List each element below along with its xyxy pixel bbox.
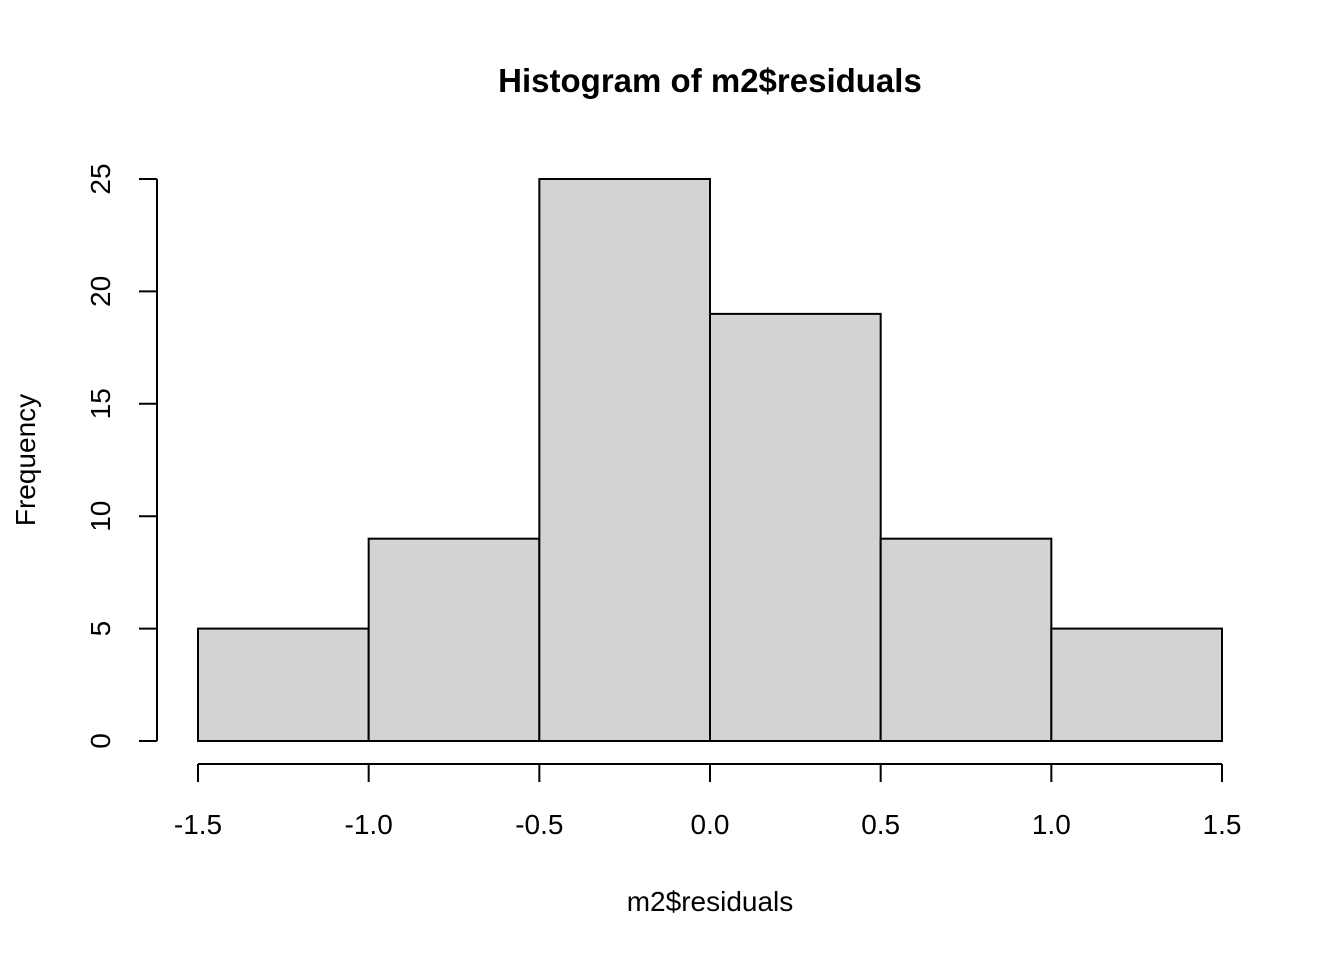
- y-tick-label-4: 20: [85, 276, 116, 307]
- x-axis-title: m2$residuals: [627, 886, 794, 917]
- x-tick-label-3: 0.0: [691, 809, 730, 840]
- histogram-bar-0: [197, 627, 370, 742]
- y-tick-label-0: 0: [85, 733, 116, 749]
- y-tick-label-3: 15: [85, 388, 116, 419]
- y-tick-label-1: 5: [85, 621, 116, 637]
- histogram-bar-5: [1050, 627, 1224, 742]
- x-tick-label-6: 1.5: [1203, 809, 1242, 840]
- histogram-bar-1: [367, 537, 541, 742]
- x-tick-label-2: -0.5: [515, 809, 563, 840]
- chart-title: Histogram of m2$residuals: [498, 62, 922, 99]
- y-tick-label-2: 10: [85, 501, 116, 532]
- histogram-bar-3: [709, 312, 882, 742]
- histogram-bar-4: [879, 537, 1053, 742]
- x-axis: -1.5 -1.0 -0.5 0.0 0.5 1.0 1.5: [174, 763, 1242, 840]
- histogram-bar-2: [538, 178, 711, 742]
- x-tick-label-0: -1.5: [174, 809, 222, 840]
- x-tick-label-1: -1.0: [345, 809, 393, 840]
- x-tick-label-5: 1.0: [1032, 809, 1071, 840]
- y-axis-title: Frequency: [10, 394, 41, 526]
- y-tick-label-5: 25: [85, 163, 116, 194]
- y-axis: 0 5 10 15 20 25: [85, 163, 158, 749]
- x-tick-label-4: 0.5: [861, 809, 900, 840]
- bars-group: [197, 178, 1224, 742]
